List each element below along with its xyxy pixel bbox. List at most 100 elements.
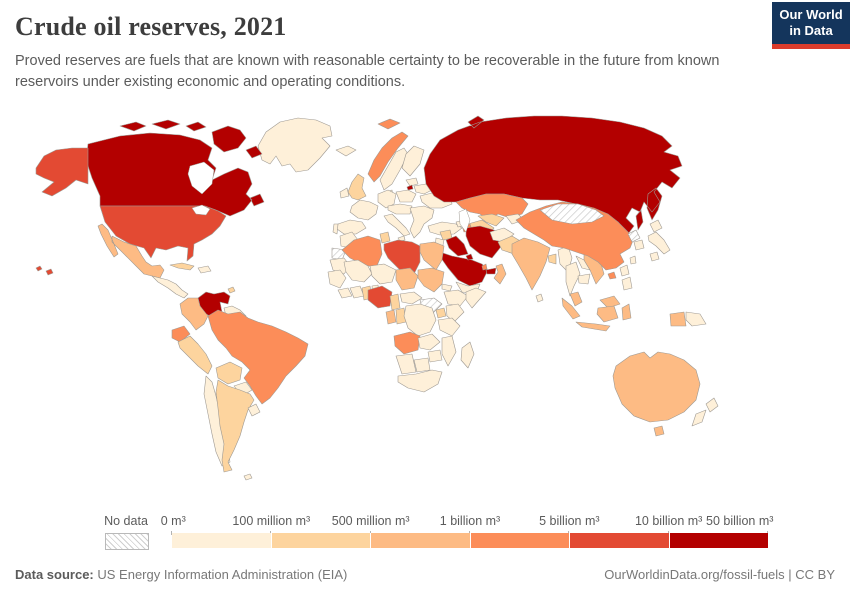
country-spain[interactable] (336, 219, 367, 235)
country-eritrea-djibouti[interactable] (441, 283, 453, 292)
chart-header: Crude oil reserves, 2021 Proved reserves… (15, 12, 835, 92)
country-greenland[interactable] (257, 117, 333, 173)
country-trinidad-and-tobago[interactable] (227, 286, 236, 294)
country-india[interactable] (511, 237, 551, 291)
country-south-korea[interactable] (633, 239, 645, 251)
country-madagascar[interactable] (460, 341, 475, 369)
country-sierra-leone-liberia[interactable] (337, 287, 353, 299)
country-bangladesh[interactable] (547, 253, 557, 265)
country-hispaniola[interactable] (197, 265, 212, 274)
country-thailand[interactable] (565, 261, 581, 297)
country-baltic-states[interactable] (405, 177, 419, 187)
country-france[interactable] (349, 199, 379, 221)
country-cameroon[interactable] (389, 293, 401, 311)
country-niger[interactable] (369, 263, 397, 285)
legend-bin-5[interactable] (570, 533, 670, 548)
country-united-kingdom[interactable] (347, 173, 367, 201)
country-chad[interactable] (395, 267, 419, 291)
country-iraq[interactable] (445, 235, 469, 257)
country-uruguay[interactable] (247, 403, 261, 417)
country-mexico[interactable] (97, 223, 165, 279)
country-poland[interactable] (395, 189, 417, 203)
country-ireland[interactable] (339, 187, 350, 199)
country-central-america[interactable] (151, 275, 189, 299)
country-kuwait[interactable] (465, 253, 474, 261)
country-sudan[interactable] (417, 267, 445, 293)
country-angola[interactable] (393, 331, 421, 355)
country-qatar[interactable] (481, 263, 488, 271)
country-falkland-islands[interactable] (243, 473, 253, 481)
country-tunisia[interactable] (379, 231, 391, 244)
country-north-korea[interactable] (627, 229, 641, 243)
country-iceland[interactable] (335, 145, 357, 157)
country-turkey[interactable] (427, 221, 463, 236)
country-brazil[interactable] (207, 309, 309, 405)
country-united-states[interactable] (35, 147, 227, 276)
country-chile[interactable] (203, 375, 231, 467)
legend-no-data-swatch[interactable] (105, 533, 149, 550)
country-central-europe[interactable] (387, 203, 413, 215)
country-portugal[interactable] (332, 223, 339, 235)
country-central-african-republic[interactable] (399, 291, 423, 305)
country-russia[interactable] (406, 115, 683, 235)
country-mozambique[interactable] (441, 335, 457, 367)
country-malaysia[interactable] (569, 291, 621, 309)
country-colombia[interactable] (179, 297, 209, 331)
country-zimbabwe[interactable] (427, 349, 443, 363)
country-uzbekistan[interactable] (477, 213, 505, 227)
country-egypt[interactable] (419, 241, 445, 271)
country-senegal-guinea[interactable] (327, 269, 347, 289)
country-germany[interactable] (377, 189, 397, 209)
country-balkans[interactable] (409, 205, 435, 239)
world-map-svg (35, 115, 719, 481)
country-indonesia[interactable] (561, 297, 687, 332)
country-mongolia[interactable] (539, 203, 605, 225)
country-mali[interactable] (343, 259, 373, 283)
country-tanzania[interactable] (437, 317, 461, 337)
country-zambia[interactable] (417, 333, 441, 351)
country-papua-new-guinea[interactable] (685, 311, 707, 327)
country-new-zealand[interactable] (691, 397, 719, 427)
country-sri-lanka[interactable] (535, 293, 544, 303)
country-norway[interactable] (367, 118, 409, 183)
legend-bin-3[interactable] (371, 533, 471, 548)
country-taiwan[interactable] (629, 255, 637, 265)
country-cuba[interactable] (169, 262, 195, 271)
footer-links[interactable]: OurWorldinData.org/fossil-fuels | CC BY (604, 567, 835, 582)
country-ethiopia[interactable] (443, 289, 469, 307)
country-peru[interactable] (177, 335, 213, 375)
country-china[interactable] (515, 201, 635, 280)
country-cambodia[interactable] (577, 273, 591, 285)
country-botswana[interactable] (413, 357, 431, 373)
country-canada[interactable] (85, 119, 265, 217)
country-japan[interactable] (647, 219, 671, 262)
country-ecuador[interactable] (171, 325, 191, 343)
legend-bin-6[interactable] (669, 533, 768, 548)
country-libya[interactable] (383, 239, 421, 275)
country-gabon[interactable] (385, 309, 397, 325)
country-saudi-arabia[interactable] (439, 251, 489, 287)
country-namibia[interactable] (395, 353, 417, 375)
country-kenya[interactable] (445, 303, 465, 323)
country-algeria[interactable] (341, 235, 383, 269)
country-democratic-republic-of-congo[interactable] (403, 303, 437, 337)
page-title: Crude oil reserves, 2021 (15, 12, 287, 41)
country-bolivia[interactable] (215, 361, 243, 385)
country-argentina[interactable] (215, 379, 255, 473)
legend-bin-4[interactable] (470, 533, 570, 548)
owid-logo-line2: in Data (789, 23, 833, 39)
chart-subtitle: Proved reserves are fuels that are known… (15, 53, 720, 90)
country-finland[interactable] (401, 145, 425, 177)
country-philippines[interactable] (619, 264, 633, 291)
country-australia[interactable] (612, 351, 701, 437)
legend-tick-label: 50 billion m³ (706, 514, 774, 528)
country-united-arab-emirates[interactable] (485, 267, 497, 275)
legend-bin-2[interactable] (271, 533, 371, 548)
country-oman[interactable] (493, 263, 507, 285)
country-uganda[interactable] (435, 307, 447, 319)
country-somalia[interactable] (465, 287, 487, 309)
country-nigeria[interactable] (367, 285, 393, 309)
owid-logo[interactable]: Our World in Data (772, 2, 850, 49)
legend-bin-1[interactable] (172, 533, 272, 548)
country-south-africa[interactable] (397, 369, 443, 393)
